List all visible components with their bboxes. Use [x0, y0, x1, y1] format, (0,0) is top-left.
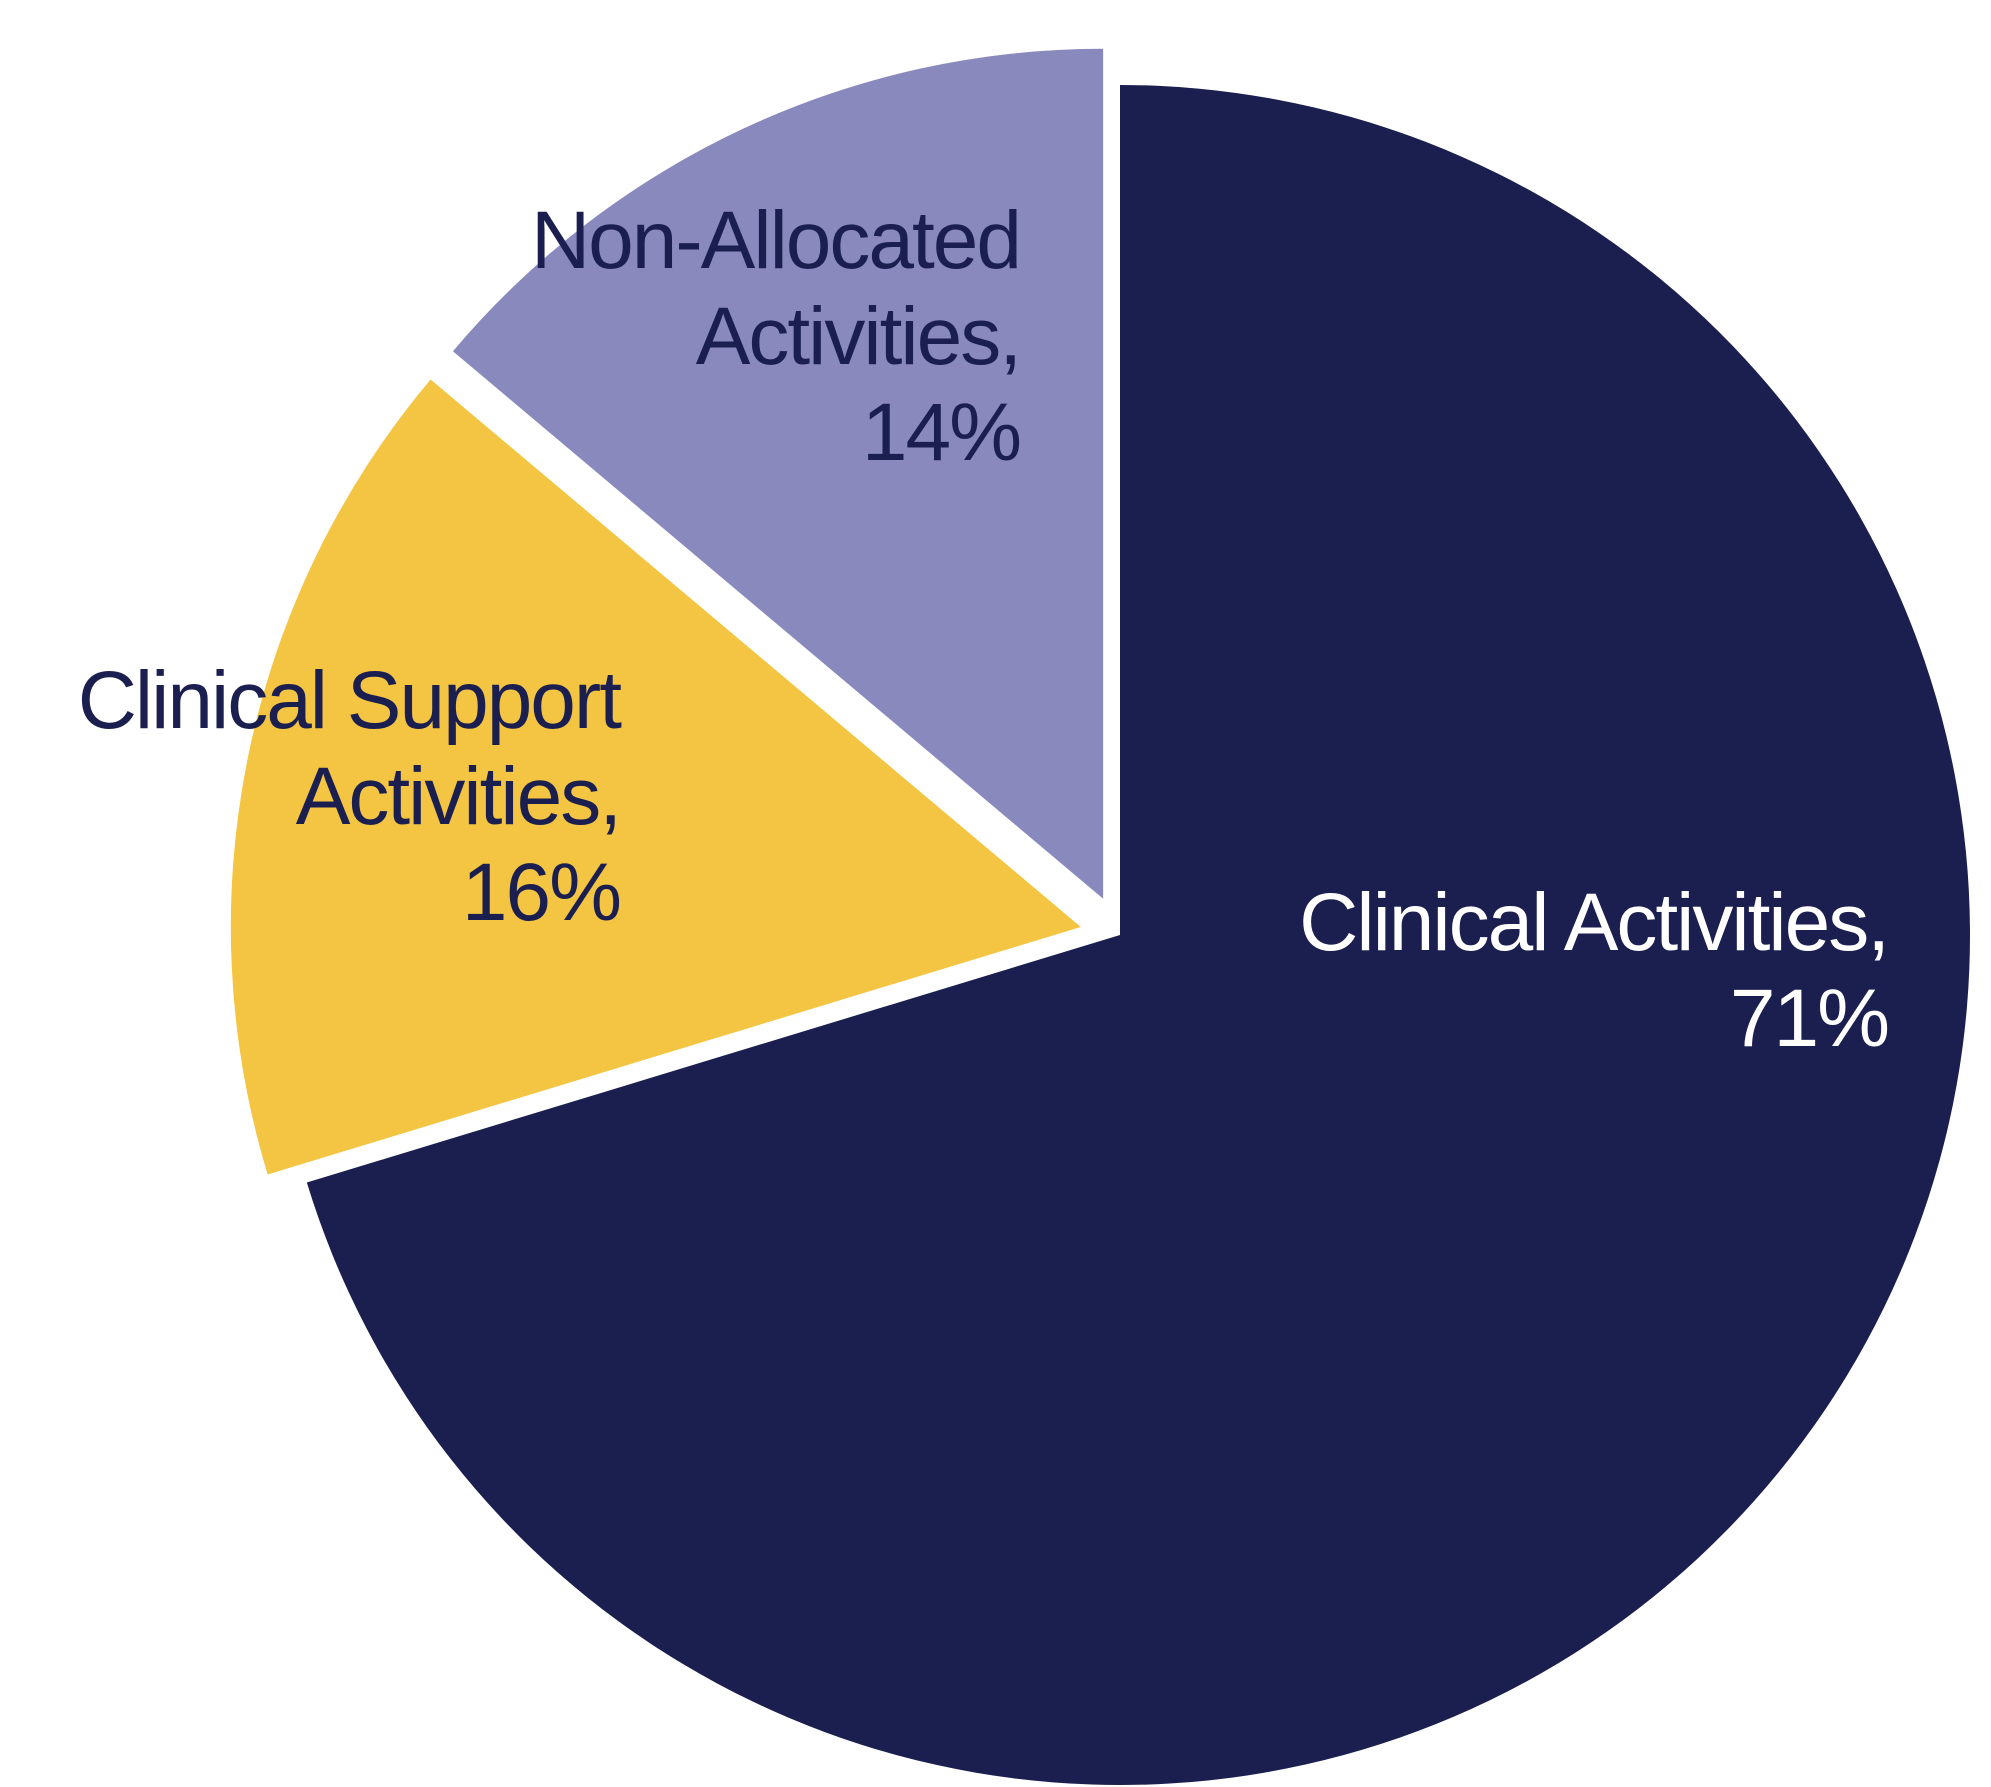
slice-label-clinical-support-activities: Clinical Support Activities, 16%: [78, 655, 622, 938]
pie-slice-non-allocated-activities: [452, 48, 1104, 899]
slice-label-line: 16%: [462, 847, 620, 938]
pie-slice-clinical-support-activities: [230, 379, 1081, 1175]
pie-slices: [230, 48, 1970, 1785]
slice-label-clinical-activities: Clinical Activities, 71%: [1299, 877, 1888, 1064]
slice-label-line: Activities,: [696, 291, 1020, 382]
slice-label-line: 71%: [1730, 973, 1888, 1064]
slice-label-line: 14%: [862, 387, 1020, 478]
slice-label-line: Non-Allocated: [531, 195, 1020, 286]
pie-slice-clinical-activities: [306, 85, 1970, 1785]
slice-label-line: Clinical Support: [78, 655, 622, 746]
slice-label-line: Activities,: [296, 751, 620, 842]
slice-label-non-allocated-activities: Non-Allocated Activities, 14%: [531, 195, 1020, 478]
slice-label-line: Clinical Activities,: [1299, 877, 1888, 968]
pie-labels: Clinical Activities, 71%Clinical Support A…: [78, 195, 1890, 1064]
